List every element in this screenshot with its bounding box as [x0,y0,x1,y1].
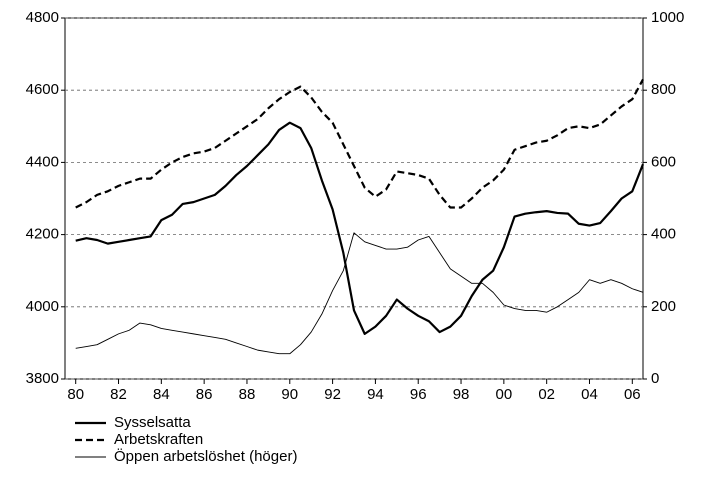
y2-tick-label: 400 [651,226,676,243]
x-tick-label: 06 [624,386,641,403]
y2-tick-label: 800 [651,81,676,98]
x-tick-label: 96 [410,386,427,403]
x-tick-label: 84 [153,386,170,403]
legend-label: Öppen arbetslöshet (höger) [114,447,297,465]
y-tick-label: 3800 [26,370,59,387]
x-tick-label: 04 [581,386,598,403]
series-line [75,121,645,335]
x-tick-label: 82 [110,386,127,403]
x-tick-label: 94 [367,386,384,403]
x-tick-label: 92 [324,386,341,403]
y-tick-label: 4800 [26,9,59,26]
x-tick-label: 98 [453,386,470,403]
x-tick-label: 88 [239,386,256,403]
series-line [75,232,644,355]
legend-label: Arbetskraften [114,431,203,448]
x-tick-label: 02 [538,386,555,403]
series-line [75,78,644,209]
x-tick-label: 86 [196,386,213,403]
legend-label: Sysselsatta [114,414,191,431]
y2-tick-label: 600 [651,153,676,170]
y-tick-label: 4000 [26,298,59,315]
y2-tick-label: 0 [651,370,659,387]
y-tick-label: 4600 [26,81,59,98]
y2-tick-label: 1000 [651,9,684,26]
y-tick-label: 4200 [26,226,59,243]
x-tick-label: 00 [496,386,513,403]
y-tick-label: 4400 [26,153,59,170]
y2-tick-label: 200 [651,298,676,315]
x-tick-label: 80 [67,386,84,403]
x-tick-label: 90 [281,386,298,403]
